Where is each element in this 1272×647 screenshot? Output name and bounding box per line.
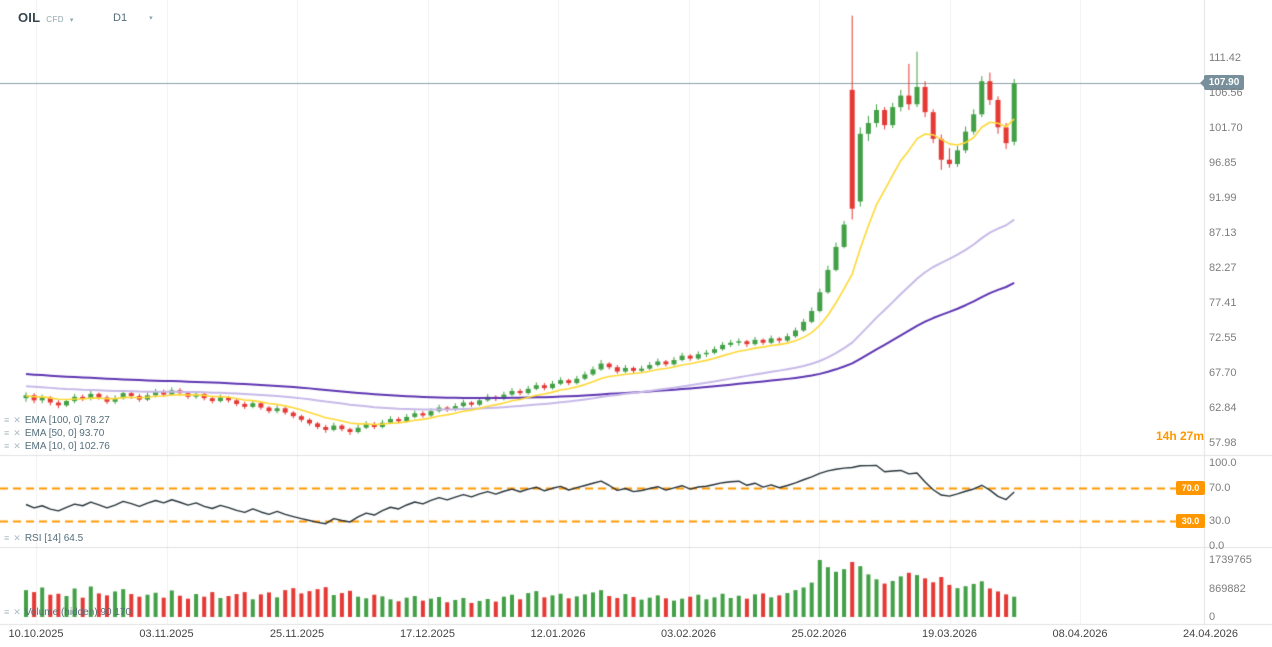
- volume-legend[interactable]: ≡ ✕ Volume (hidden) 90 170: [4, 606, 131, 618]
- date-label: 17.12.2025: [399, 628, 456, 640]
- volume-axis-label: 1739765: [1209, 554, 1252, 566]
- volume-axis-label: 0: [1209, 611, 1216, 623]
- date-label: 08.04.2026: [1052, 628, 1108, 640]
- date-label: 25.02.2026: [791, 628, 847, 640]
- price-axis-label: 91.99: [1209, 191, 1237, 204]
- price-axis-label: 57.98: [1209, 437, 1237, 449]
- rsi-legend[interactable]: ≡ ✕ RSI [14] 64.5: [4, 532, 83, 544]
- drag-handle-icon[interactable]: ≡: [4, 441, 10, 451]
- rsi-label[interactable]: RSI [14] 64.5: [24, 532, 84, 544]
- close-icon[interactable]: ✕: [13, 607, 21, 617]
- rsi-badge-30: 30.0: [1176, 514, 1205, 529]
- price-axis-label: 82.27: [1209, 262, 1237, 274]
- price-axis-label: 87.13: [1209, 226, 1237, 239]
- date-label: 10.10.2025: [8, 628, 64, 640]
- date-label: 03.11.2025: [139, 628, 194, 640]
- timeframe-selector[interactable]: D1 ▾: [113, 12, 153, 24]
- timeframe-label[interactable]: D1: [113, 12, 128, 24]
- volume-label[interactable]: Volume (hidden) 90 170: [24, 606, 131, 618]
- date-label: 24.04.2026: [1182, 628, 1239, 640]
- instrument-type-label: CFD: [46, 15, 64, 24]
- symbol-name[interactable]: OIL: [18, 10, 41, 25]
- price-badge: 107.90: [1200, 75, 1244, 91]
- drag-handle-icon[interactable]: ≡: [4, 533, 10, 543]
- chevron-down-icon[interactable]: ▾: [69, 17, 74, 24]
- rsi-axis-label: 70.0: [1209, 481, 1231, 494]
- price-axis-label: 106.56: [1209, 87, 1243, 99]
- date-label: 19.03.2026: [921, 628, 978, 640]
- close-icon[interactable]: ✕: [13, 441, 21, 451]
- price-axis-label: 111.42: [1209, 52, 1242, 64]
- ema-50-label[interactable]: EMA [50, 0] 93.70: [24, 427, 105, 439]
- symbol-selector[interactable]: OIL CFD ▾: [18, 10, 73, 25]
- rsi-axis-label: 30.0: [1209, 515, 1231, 528]
- price-axis-label: 62.84: [1209, 401, 1237, 414]
- close-icon[interactable]: ✕: [13, 533, 21, 543]
- ema-100-label[interactable]: EMA [100, 0] 78.27: [24, 414, 110, 426]
- price-axis-label: 77.41: [1209, 297, 1237, 310]
- drag-handle-icon[interactable]: ≡: [4, 428, 10, 438]
- price-axis-label: 67.70: [1209, 366, 1237, 379]
- ema-50-legend[interactable]: ≡ ✕ EMA [50, 0] 93.70: [4, 427, 104, 439]
- candle-countdown: 14h 27m: [1155, 429, 1204, 443]
- close-icon[interactable]: ✕: [13, 415, 21, 425]
- drag-handle-icon[interactable]: ≡: [4, 607, 10, 617]
- ema-10-label[interactable]: EMA [10, 0] 102.76: [24, 440, 110, 452]
- rsi-axis-label: 100.0: [1209, 457, 1237, 469]
- date-label: 25.11.2025: [269, 628, 325, 640]
- price-axis-label: 96.85: [1209, 156, 1237, 169]
- chevron-down-icon[interactable]: ▾: [149, 15, 153, 22]
- ema-10-legend[interactable]: ≡ ✕ EMA [10, 0] 102.76: [4, 440, 110, 452]
- volume-axis-label: 869882: [1209, 582, 1246, 595]
- rsi-badge-70: 70.0: [1176, 480, 1205, 495]
- ema-100-legend[interactable]: ≡ ✕ EMA [100, 0] 78.27: [4, 414, 110, 426]
- price-axis-label: 72.55: [1209, 332, 1237, 345]
- date-label: 12.01.2026: [530, 628, 586, 640]
- drag-handle-icon[interactable]: ≡: [4, 415, 10, 425]
- price-axis-label: 101.70: [1209, 122, 1243, 135]
- close-icon[interactable]: ✕: [13, 428, 21, 438]
- date-label: 03.02.2026: [660, 628, 717, 640]
- rsi-axis-label: 0.0: [1209, 540, 1225, 552]
